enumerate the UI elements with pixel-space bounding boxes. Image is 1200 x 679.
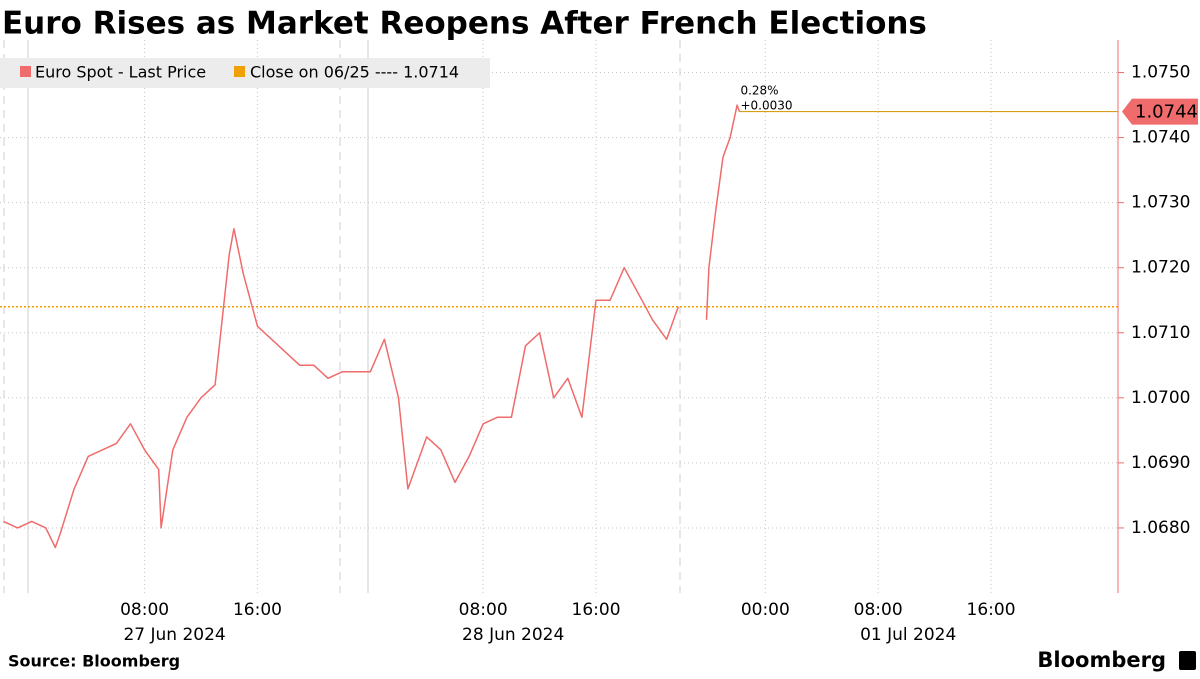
y-tick-label: 1.0700 <box>1131 388 1190 408</box>
y-tick-label: 1.0740 <box>1131 128 1190 148</box>
legend-label: Euro Spot - Last Price <box>35 63 206 82</box>
y-tick-label: 1.0750 <box>1131 63 1190 83</box>
x-date-label: 01 Jul 2024 <box>860 625 956 645</box>
legend-swatch <box>20 66 31 77</box>
x-tick-label: 16:00 <box>233 600 282 620</box>
y-tick-label: 1.0710 <box>1131 323 1190 343</box>
last-price-label: 1.0744 <box>1135 102 1198 123</box>
brand-icon <box>1179 651 1196 670</box>
y-tick-label: 1.0730 <box>1131 193 1190 213</box>
x-tick-label: 08:00 <box>459 600 508 620</box>
source: Source: Bloomberg <box>8 652 180 671</box>
x-tick-label: 08:00 <box>120 600 169 620</box>
x-tick-label: 16:00 <box>967 600 1016 620</box>
annotation: 0.28% <box>740 84 778 98</box>
last-price-tag <box>1122 98 1198 125</box>
x-date-label: 28 Jun 2024 <box>462 625 564 645</box>
y-tick-label: 1.0680 <box>1131 518 1190 538</box>
price-line <box>3 104 741 549</box>
legend-swatch <box>234 66 245 77</box>
x-tick-label: 16:00 <box>572 600 621 620</box>
annotation: +0.0030 <box>740 99 792 113</box>
x-tick-label: 08:00 <box>854 600 903 620</box>
x-tick-label: 00:00 <box>741 600 790 620</box>
chart-title: Euro Rises as Market Reopens After Frenc… <box>2 6 927 42</box>
session-lines <box>3 40 681 593</box>
brand: Bloomberg <box>1037 648 1166 672</box>
legend: Euro Spot - Last Price Close on 06/25 ---… <box>0 58 490 88</box>
y-tick-label: 1.0690 <box>1131 453 1190 473</box>
y-tick-label: 1.0720 <box>1131 258 1190 278</box>
x-date-label: 27 Jun 2024 <box>123 625 225 645</box>
legend-label: Close on 06/25 ---- 1.0714 <box>250 63 459 82</box>
